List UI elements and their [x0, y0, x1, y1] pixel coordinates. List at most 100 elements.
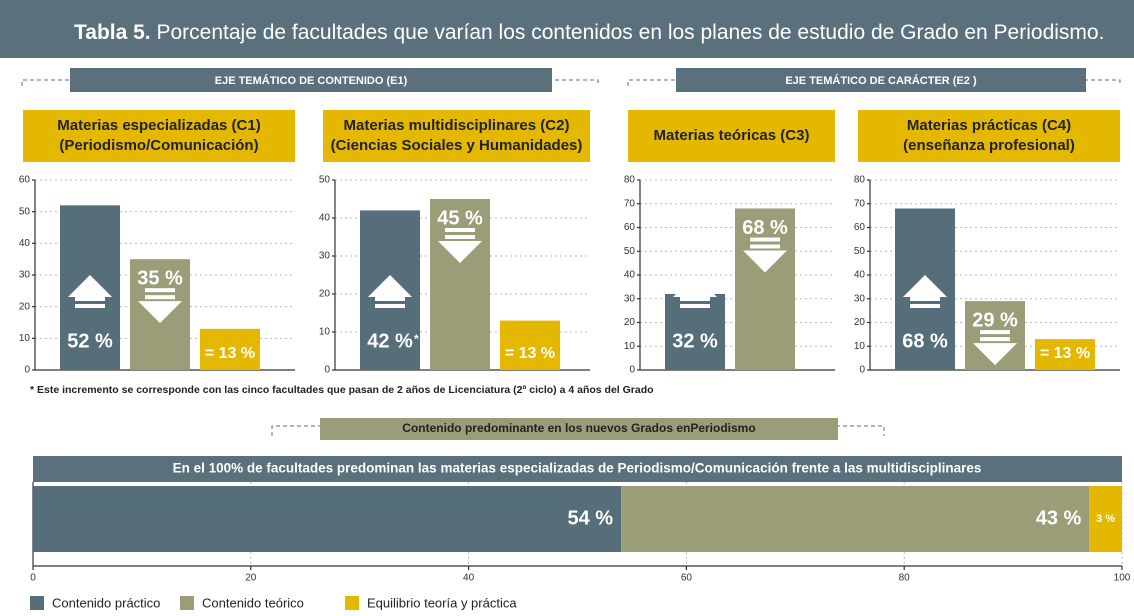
chart-title-box [323, 110, 590, 162]
arrow-icon [980, 330, 1010, 335]
section-label: EJE TEMÁTICO DE CARÁCTER (E2 ) [785, 74, 977, 87]
y-tick-label: 30 [19, 270, 31, 281]
arrow-icon [145, 295, 175, 300]
bar [735, 208, 795, 370]
y-tick-label: 50 [19, 206, 31, 217]
arrow-icon [980, 337, 1010, 342]
y-tick-label: 80 [624, 175, 636, 186]
arrow-icon [903, 275, 947, 297]
title-text: Porcentaje de facultades que varían los … [156, 21, 1104, 44]
y-tick-label: 50 [319, 175, 331, 186]
value-label: 45 % [437, 207, 483, 229]
x-tick-label: 100 [1114, 573, 1131, 584]
arrow-icon [75, 297, 105, 301]
y-tick-label: 30 [319, 251, 331, 262]
arrow-icon [375, 297, 405, 301]
legend-label: Contenido teórico [202, 595, 304, 610]
chart-title-box [23, 110, 295, 162]
legend-swatch [30, 596, 44, 610]
value-label: 68 % [902, 330, 948, 352]
value-label: 52 % [67, 330, 113, 352]
y-tick-label: 70 [624, 198, 636, 209]
value-label: 54 % [567, 507, 613, 529]
bar-segment [33, 486, 622, 552]
y-tick-label: 60 [19, 175, 31, 186]
bar-segment [1089, 486, 1122, 552]
arrow-icon [973, 343, 1017, 366]
arrow-icon [445, 235, 475, 239]
y-tick-label: 10 [854, 341, 866, 352]
y-tick-label: 20 [624, 317, 636, 328]
y-tick-label: 20 [854, 317, 866, 328]
x-tick-label: 0 [30, 573, 36, 584]
legend-label: Contenido práctico [52, 595, 160, 610]
value-label: 42 % [367, 330, 413, 352]
arrow-icon [445, 228, 475, 232]
y-tick-label: 0 [859, 365, 865, 376]
y-tick-label: 50 [854, 246, 866, 257]
chart-title: Contenido predominante en los nuevos Gra… [402, 421, 755, 435]
bar-segment [621, 486, 1090, 552]
value-label: 3 % [1096, 513, 1115, 525]
arrow-icon [368, 275, 412, 297]
title-bar [0, 0, 1134, 58]
note-marker: * [414, 332, 419, 346]
y-tick-label: 30 [854, 293, 866, 304]
x-tick-label: 80 [899, 573, 911, 584]
chart-title: Materias prácticas (C4) [907, 117, 1071, 134]
section-box [676, 68, 1086, 92]
bar [430, 199, 490, 370]
footnote: * Este incremento se corresponde con las… [30, 384, 654, 396]
legend-swatch [180, 596, 194, 610]
y-tick-label: 40 [319, 213, 331, 224]
x-tick-label: 20 [245, 573, 257, 584]
y-tick-label: 20 [19, 301, 31, 312]
arrow-icon [750, 237, 780, 242]
y-tick-label: 40 [624, 270, 636, 281]
y-tick-label: 20 [319, 289, 331, 300]
chart-title: (Periodismo/Comunicación) [59, 137, 258, 154]
header-box [320, 418, 838, 440]
chart-title-box [858, 110, 1120, 162]
value-label: 32 % [672, 330, 718, 352]
arrow-icon [680, 304, 710, 308]
y-tick-label: 60 [624, 222, 636, 233]
chart-title: Materias multidisciplinares (C2) [344, 117, 570, 134]
y-tick-label: 10 [19, 333, 31, 344]
section-label: EJE TEMÁTICO DE CONTENIDO (E1) [215, 74, 408, 87]
value-label: 68 % [742, 217, 788, 239]
arrow-icon [743, 250, 787, 273]
y-tick-label: 80 [854, 175, 866, 186]
y-tick-label: 0 [629, 365, 635, 376]
y-tick-label: 60 [854, 222, 866, 233]
legend-swatch [345, 596, 359, 610]
x-tick-label: 40 [463, 573, 475, 584]
value-label: 35 % [137, 267, 183, 289]
y-tick-label: 50 [624, 246, 636, 257]
arrow-icon [68, 275, 112, 297]
legend-label: Equilibrio teoría y práctica [367, 595, 517, 610]
bar [200, 328, 260, 370]
bar [1035, 339, 1095, 370]
value-label: 43 % [1036, 507, 1082, 529]
y-tick-label: 0 [324, 365, 330, 376]
arrow-icon [910, 297, 940, 301]
value-label: 29 % [972, 309, 1018, 331]
chart-title: (Ciencias Sociales y Humanidades) [331, 137, 583, 154]
y-tick-label: 30 [624, 293, 636, 304]
arrow-icon [750, 244, 780, 249]
y-tick-label: 40 [854, 270, 866, 281]
arrow-icon [75, 304, 105, 308]
y-tick-label: 40 [19, 238, 31, 249]
chart-title: Materias teóricas (C3) [654, 127, 810, 144]
x-tick-label: 60 [681, 573, 693, 584]
y-tick-label: 70 [854, 198, 866, 209]
chart-title: Materias especializadas (C1) [57, 117, 260, 134]
arrow-icon [910, 304, 940, 308]
title-prefix: Tabla 5. [74, 21, 151, 44]
arrow-icon [438, 241, 482, 263]
arrow-icon [680, 297, 710, 301]
arrow-icon [145, 288, 175, 293]
arrow-icon [138, 301, 182, 324]
